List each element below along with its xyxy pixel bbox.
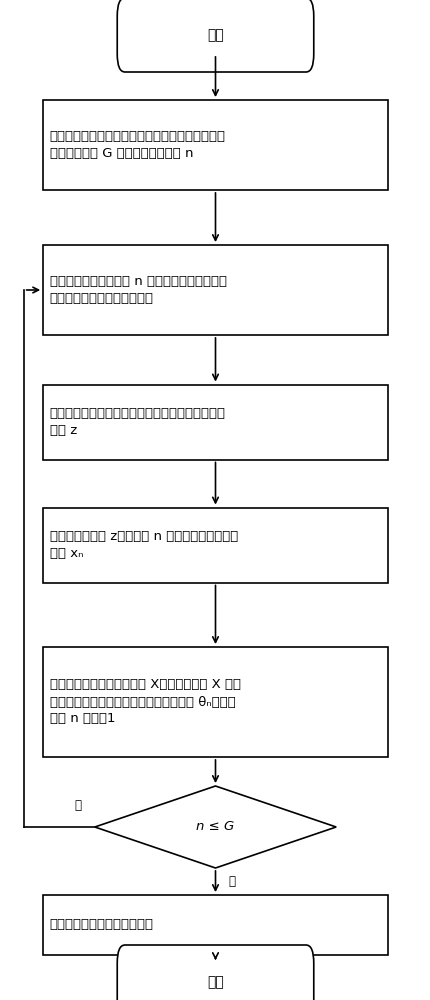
Text: 是: 是 xyxy=(75,799,82,812)
Text: 检测跟踪目标，得到第 n 帧数内目标所在距离单
元，得到目标的径向距离信息: 检测跟踪目标，得到第 n 帧数内目标所在距离单 元，得到目标的径向距离信息 xyxy=(49,275,226,305)
Text: 否: 否 xyxy=(228,875,235,888)
Bar xyxy=(43,245,387,335)
Text: 由波束形成矢量 z，得到第 n 帧接收数据的极大值
向量 xₙ: 由波束形成矢量 z，得到第 n 帧接收数据的极大值 向量 xₙ xyxy=(49,530,237,560)
Text: 由极大值向量构造信息矩阵 X，对信息矩阵 X 进行
信息融合，得到第帧数据内目标的角度值 θₙ，帧计
数器 n 的值加1: 由极大值向量构造信息矩阵 X，对信息矩阵 X 进行 信息融合，得到第帧数据内目标… xyxy=(49,678,240,726)
Bar xyxy=(43,895,387,955)
Polygon shape xyxy=(95,786,335,868)
Text: 对目标所在距离单元数据进行形成，得到波束形成
矢量 z: 对目标所在距离单元数据进行形成，得到波束形成 矢量 z xyxy=(49,407,225,437)
Bar xyxy=(43,647,387,757)
FancyBboxPatch shape xyxy=(117,0,313,72)
Text: 结束: 结束 xyxy=(207,975,223,989)
Text: n ≤ G: n ≤ G xyxy=(196,820,234,834)
Text: 由天线结构参数和雷达参数确定天线性能参数，确
定总检测帧数 G ，初始化帧计数器 n: 由天线结构参数和雷达参数确定天线性能参数，确 定总检测帧数 G ，初始化帧计数器… xyxy=(49,130,225,160)
Bar xyxy=(43,100,387,190)
Bar xyxy=(43,507,387,582)
Text: 输出各帧数据中目标的角度值: 输出各帧数据中目标的角度值 xyxy=(49,918,153,932)
Text: 开始: 开始 xyxy=(207,28,223,42)
Bar xyxy=(43,384,387,460)
FancyBboxPatch shape xyxy=(117,945,313,1000)
